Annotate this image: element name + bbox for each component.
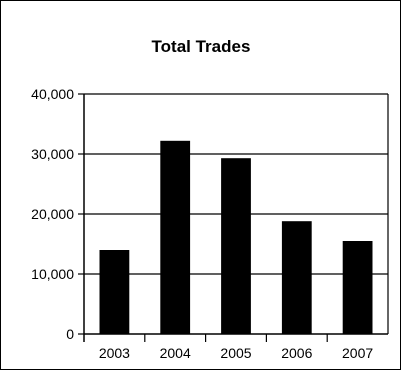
- bar: [221, 158, 251, 334]
- x-tick-label: 2007: [342, 345, 373, 361]
- y-tick-label: 20,000: [31, 206, 74, 222]
- x-tick-label: 2004: [160, 345, 191, 361]
- bar: [281, 221, 312, 334]
- x-tick-label: 2003: [99, 345, 130, 361]
- y-tick-label: 30,000: [31, 146, 74, 162]
- bars: [99, 140, 373, 334]
- bar: [99, 250, 130, 334]
- y-tick-label: 40,000: [31, 86, 74, 102]
- bar: [160, 140, 191, 334]
- x-tick-label: 2005: [220, 345, 251, 361]
- bar: [342, 241, 373, 334]
- chart-title: Total Trades: [152, 37, 251, 56]
- y-tick-labels: 0 10,000 20,000 30,000 40,000: [31, 86, 74, 342]
- x-tick-labels: 2003 2004 2005 2006 2007: [99, 345, 374, 361]
- y-tick-label: 10,000: [31, 266, 74, 282]
- y-tick-label: 0: [66, 326, 74, 342]
- axes: [78, 93, 389, 342]
- x-tick-label: 2006: [281, 345, 312, 361]
